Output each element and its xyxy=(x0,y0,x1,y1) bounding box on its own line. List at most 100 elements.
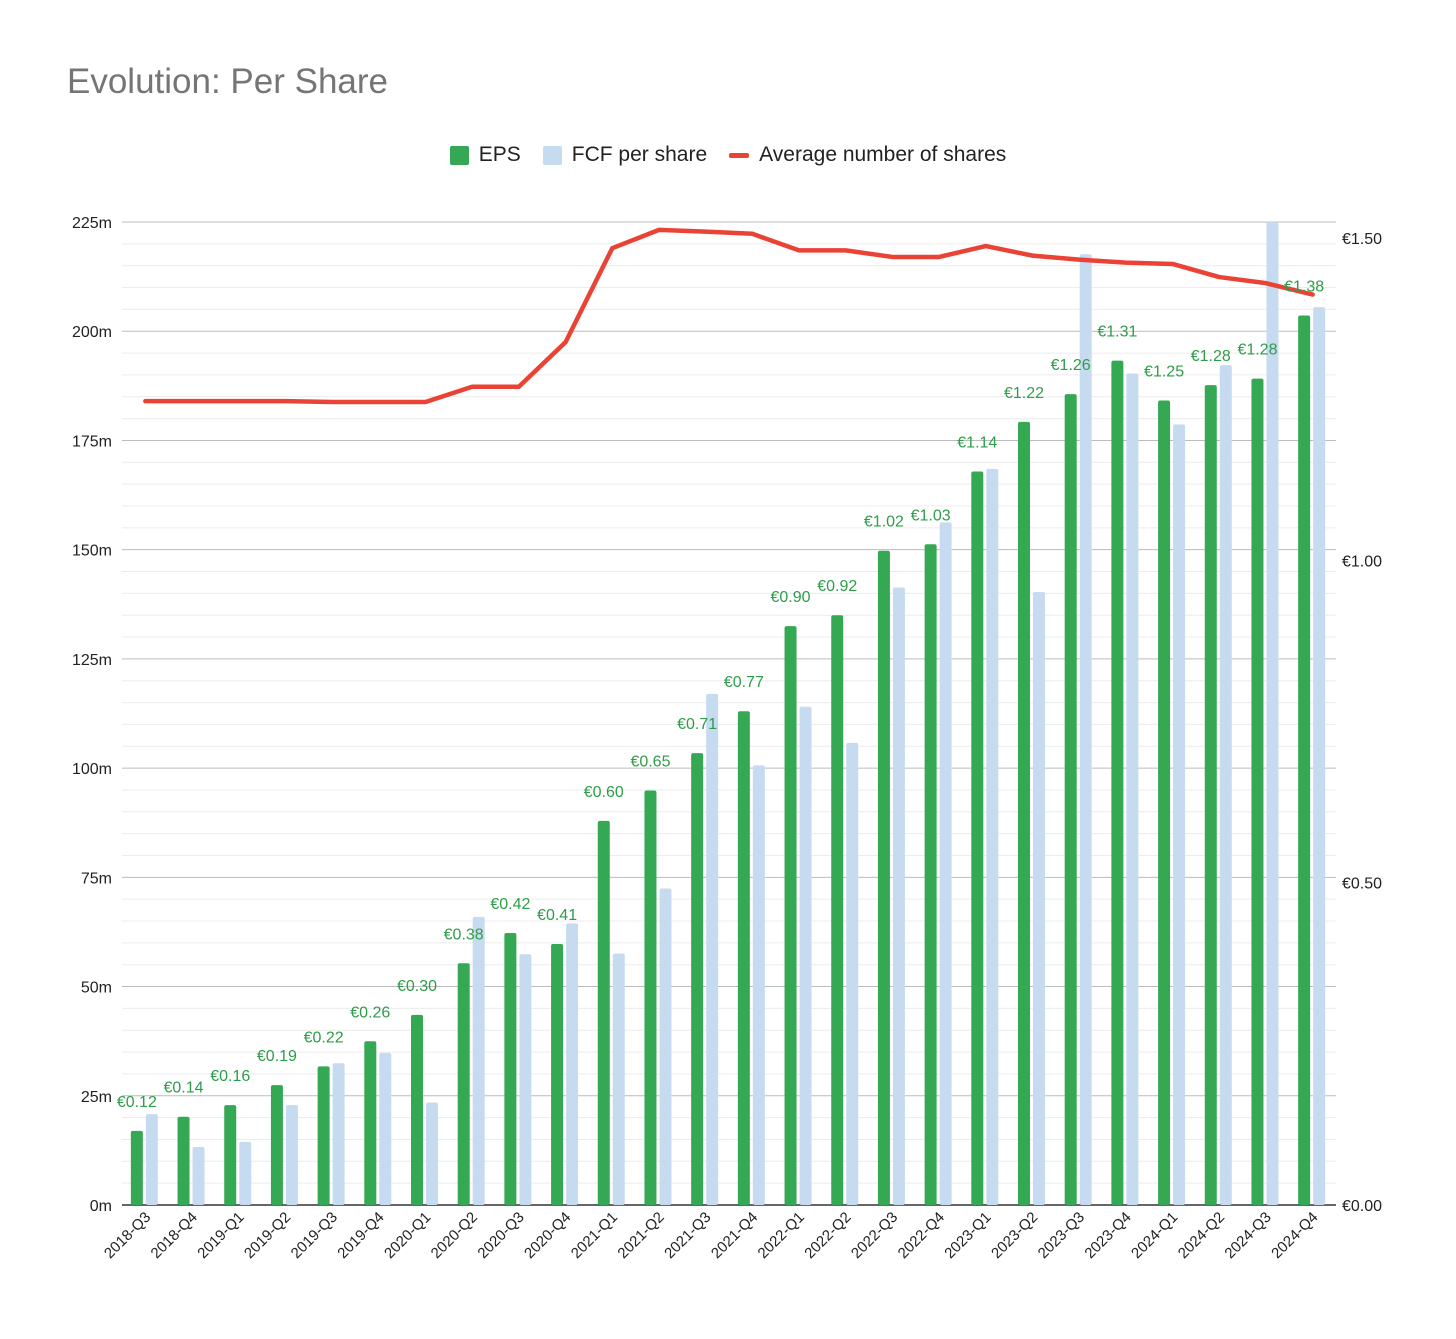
eps-data-label: €0.65 xyxy=(630,754,670,771)
eps-swatch xyxy=(449,145,469,165)
category-tick-label: 2020-Q2 xyxy=(428,1209,481,1262)
fcf-bar xyxy=(752,765,765,1205)
fcf-bar xyxy=(285,1105,298,1205)
eps-data-label: €1.28 xyxy=(1237,342,1277,359)
eps-bar xyxy=(177,1116,190,1205)
fcf-bar xyxy=(892,587,905,1205)
eps-data-label: €0.92 xyxy=(817,578,857,595)
eps-data-label: €0.22 xyxy=(304,1029,344,1046)
fcf-bar xyxy=(1313,307,1326,1205)
eps-bar xyxy=(504,932,517,1205)
legend-label-eps: EPS xyxy=(478,143,521,166)
eps-bar xyxy=(1204,385,1217,1205)
eps-data-label: €0.71 xyxy=(677,716,717,733)
eps-bar xyxy=(411,1014,423,1205)
eps-bar xyxy=(831,615,844,1205)
fcf-bar xyxy=(379,1052,392,1205)
category-tick-label: 2019-Q3 xyxy=(288,1209,341,1262)
fcf-bar xyxy=(1126,373,1139,1205)
left-axis-tick-label: 50m xyxy=(81,980,112,997)
eps-data-label: €0.90 xyxy=(771,589,811,606)
fcf-bar xyxy=(939,522,952,1205)
eps-data-label: €0.16 xyxy=(210,1068,250,1085)
eps-data-label: €0.26 xyxy=(350,1004,390,1021)
left-axis-tick-label: 125m xyxy=(72,652,112,669)
fcf-bar xyxy=(192,1146,205,1205)
fcf-bar xyxy=(426,1102,438,1205)
category-tick-label: 2020-Q3 xyxy=(474,1209,527,1262)
category-tick-label: 2020-Q1 xyxy=(381,1209,434,1262)
category-tick-label: 2022-Q1 xyxy=(755,1209,808,1262)
fcf-bar xyxy=(986,468,999,1205)
category-tick-label: 2021-Q2 xyxy=(614,1209,667,1262)
eps-data-label: €0.42 xyxy=(490,896,530,913)
fcf-bar xyxy=(659,888,672,1205)
category-tick-label: 2022-Q4 xyxy=(895,1209,948,1262)
fcf-bar xyxy=(1033,591,1045,1205)
eps-bar xyxy=(971,471,984,1205)
category-tick-label: 2019-Q4 xyxy=(334,1209,387,1262)
fcf-bar xyxy=(145,1114,158,1205)
eps-bar xyxy=(644,790,657,1205)
eps-bar xyxy=(317,1066,330,1205)
category-tick-label: 2019-Q1 xyxy=(194,1209,247,1262)
eps-bar xyxy=(1298,315,1311,1205)
shares-line xyxy=(143,227,1315,405)
category-tick-label: 2024-Q4 xyxy=(1268,1209,1321,1262)
right-axis-tick-label: €0.50 xyxy=(1342,876,1382,893)
category-tick-label: 2023-Q1 xyxy=(941,1209,994,1262)
fcf-swatch xyxy=(542,145,562,165)
eps-data-label: €1.28 xyxy=(1191,348,1231,365)
category-tick-label: 2021-Q1 xyxy=(568,1209,621,1262)
category-tick-label: 2024-Q2 xyxy=(1175,1209,1228,1262)
category-tick-label: 2023-Q4 xyxy=(1081,1209,1134,1262)
eps-data-label: €1.38 xyxy=(1284,278,1324,295)
eps-data-label: €1.26 xyxy=(1051,357,1091,374)
eps-data-label: €0.77 xyxy=(724,674,764,691)
legend-label-shares: Average number of shares xyxy=(759,143,1007,166)
category-tick-label: 2019-Q2 xyxy=(241,1209,294,1262)
fcf-bar xyxy=(1079,254,1092,1206)
fcf-bar xyxy=(519,954,532,1205)
eps-data-label: €1.25 xyxy=(1144,364,1184,381)
fcf-bar xyxy=(799,706,812,1205)
fcf-bar xyxy=(1266,222,1279,1205)
category-tick-label: 2018-Q4 xyxy=(148,1209,201,1262)
eps-data-label: €1.14 xyxy=(957,434,997,451)
category-tick-label: 2022-Q2 xyxy=(801,1209,854,1262)
category-tick-label: 2023-Q2 xyxy=(988,1209,1041,1262)
shares-swatch xyxy=(729,152,750,158)
fcf-bar xyxy=(472,916,485,1205)
eps-bar xyxy=(691,753,704,1205)
left-axis-tick-label: 0m xyxy=(90,1198,112,1215)
eps-data-label: €0.19 xyxy=(257,1048,297,1065)
category-tick-label: 2023-Q3 xyxy=(1035,1209,1088,1262)
left-axis-tick-label: 225m xyxy=(72,215,112,232)
eps-data-label: €0.12 xyxy=(117,1094,157,1111)
eps-bar xyxy=(1251,378,1264,1206)
fcf-bar xyxy=(1173,424,1186,1205)
eps-data-label: €1.03 xyxy=(911,507,951,524)
fcf-bar xyxy=(332,1063,345,1205)
fcf-bar xyxy=(566,923,579,1205)
category-tick-label: 2020-Q4 xyxy=(521,1209,574,1262)
eps-bar xyxy=(877,550,890,1205)
fcf-bar xyxy=(1219,365,1232,1206)
right-axis-tick-label: €0.00 xyxy=(1342,1198,1382,1215)
eps-data-label: €0.41 xyxy=(537,907,577,924)
left-axis-tick-label: 100m xyxy=(72,761,112,778)
fcf-bar xyxy=(846,742,859,1205)
left-axis-tick-label: 175m xyxy=(72,433,112,450)
fcf-bar xyxy=(239,1141,252,1205)
eps-data-label: €0.30 xyxy=(397,978,437,995)
fcf-bar xyxy=(706,693,719,1205)
eps-bar xyxy=(270,1085,283,1205)
category-tick-label: 2021-Q4 xyxy=(708,1209,761,1262)
eps-bar xyxy=(130,1130,143,1205)
left-axis-tick-label: 200m xyxy=(72,324,112,341)
legend-item-shares: Average number of shares xyxy=(729,143,1006,167)
category-tick-label: 2022-Q3 xyxy=(848,1209,901,1262)
category-tick-label: 2021-Q3 xyxy=(661,1209,714,1262)
eps-bar xyxy=(364,1041,377,1205)
